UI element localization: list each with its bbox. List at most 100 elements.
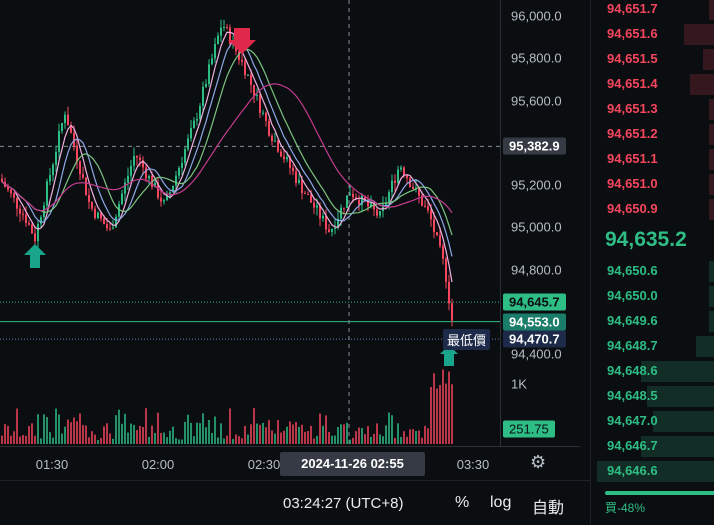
volume-bar [406,436,408,444]
volume-bar [160,432,162,444]
candle-body [22,213,24,215]
auto-scale-button[interactable]: 自動 [532,500,565,517]
orderbook-bid-row[interactable]: 94,647.0 [591,409,714,434]
volume-bar [307,431,309,444]
candle-body [226,27,228,29]
orderbook-depth-bar [653,411,714,432]
volume-bar [157,412,159,444]
candlestick-chart[interactable] [0,0,500,446]
candle-body [121,193,123,205]
volume-bar [280,432,282,444]
orderbook-bid-row[interactable]: 94,650.6 [591,259,714,284]
orderbook-price: 94,651.7 [607,1,658,16]
candle-body [262,112,264,114]
volume-bar [235,434,237,444]
candle-body [388,192,390,203]
orderbook-ask-row[interactable]: 94,651.6 [591,22,714,47]
volume-bar [22,434,24,444]
candle-body [244,61,246,76]
orderbook-ask-row[interactable]: 94,651.5 [591,47,714,72]
orderbook-bid-row[interactable]: 94,650.0 [591,284,714,309]
volume-bar [250,424,252,444]
candle-body [115,216,117,228]
volume-bar [325,415,327,444]
orderbook-ask-row[interactable]: 94,651.1 [591,147,714,172]
candle-body [346,195,348,209]
log-scale-button[interactable]: log [490,494,512,511]
price-axis[interactable]: 96,000.0 95,800.0 95,600.0 95,200.0 95,000.0… [500,0,581,446]
orderbook-depth-bar [708,174,714,195]
orderbook-mid-price[interactable]: 94,635.2 [605,228,687,251]
candle-body [316,205,318,208]
volume-bar [394,437,396,444]
volume-bar [301,424,303,444]
volume-bar [340,424,342,444]
orderbook-depth-bar [690,74,714,95]
volume-bar [31,423,33,444]
candle-body [421,195,423,206]
candle-body [259,94,261,113]
candle-body [88,195,90,202]
lowest-price-caption: 最低價 [443,329,491,351]
volume-bar [445,383,447,444]
orderbook-price: 94,651.2 [607,126,658,141]
volume-bar [316,435,318,444]
volume-bar [55,408,57,444]
volume-bar [415,430,417,444]
candle-body [133,155,135,166]
volume-bar [313,438,315,444]
candle-body [256,94,258,96]
orderbook-ask-row[interactable]: 94,651.4 [591,72,714,97]
time-axis[interactable]: 03:30 02:30 02:00 01:30 2024-11-26 02:55 ⚙ [0,446,580,481]
candle-body [343,207,345,209]
volume-bar [421,437,423,444]
candle-body [25,214,27,223]
candle-body [91,201,93,209]
orderbook-bid-row[interactable]: 94,646.7 [591,434,714,459]
orderbook-ask-row[interactable]: 94,651.2 [591,122,714,147]
orderbook-bid-row[interactable]: 94,648.6 [591,359,714,384]
candle-body [157,182,159,198]
candle-body [418,187,420,196]
percent-scale-button[interactable]: % [455,494,470,511]
buy-arrow-icon [24,244,46,268]
candle-body [307,194,309,196]
orderbook-ask-row[interactable]: 94,651.3 [591,97,714,122]
chart-panel[interactable]: 最低價 [0,0,500,446]
orderbook-ask-row[interactable]: 94,651.7 [591,0,714,22]
candle-body [373,203,375,210]
candle-body [301,179,303,194]
volume-bar [277,420,279,444]
orderbook-ask-row[interactable]: 94,651.0 [591,172,714,197]
orderbook-ask-row[interactable]: 94,650.9 [591,197,714,222]
candle-body [127,175,129,183]
candle-body [220,27,222,36]
candle-body [241,59,243,62]
volume-bar [211,432,213,444]
volume-bar [82,425,84,444]
timezone-clock[interactable]: 03:24:27 (UTC+8) [283,495,404,512]
volume-bar [163,432,165,444]
orderbook-price: 94,651.0 [607,176,658,191]
orderbook-depth-bar [640,436,714,457]
orderbook-bid-row[interactable]: 94,646.6 [591,459,714,484]
volume-bar [433,373,435,444]
orderbook-bid-row[interactable]: 94,649.6 [591,309,714,334]
candle-body [16,197,18,209]
volume-bar [142,427,144,444]
volume-bar [373,433,375,444]
volume-bar [253,408,255,444]
volume-bar [76,421,78,444]
gear-icon[interactable]: ⚙ [530,452,547,472]
candle-body [34,233,36,242]
orderbook-bid-row[interactable]: 94,648.7 [591,334,714,359]
candle-body [436,232,438,236]
volume-bar [343,424,345,444]
orderbook-bid-row[interactable]: 94,648.5 [591,384,714,409]
volume-bar [205,427,207,444]
orderbook-price: 94,651.6 [607,26,658,41]
candle-body [349,193,351,196]
volume-bar [58,414,60,444]
candle-body [148,175,150,179]
volume-bar [217,437,219,444]
